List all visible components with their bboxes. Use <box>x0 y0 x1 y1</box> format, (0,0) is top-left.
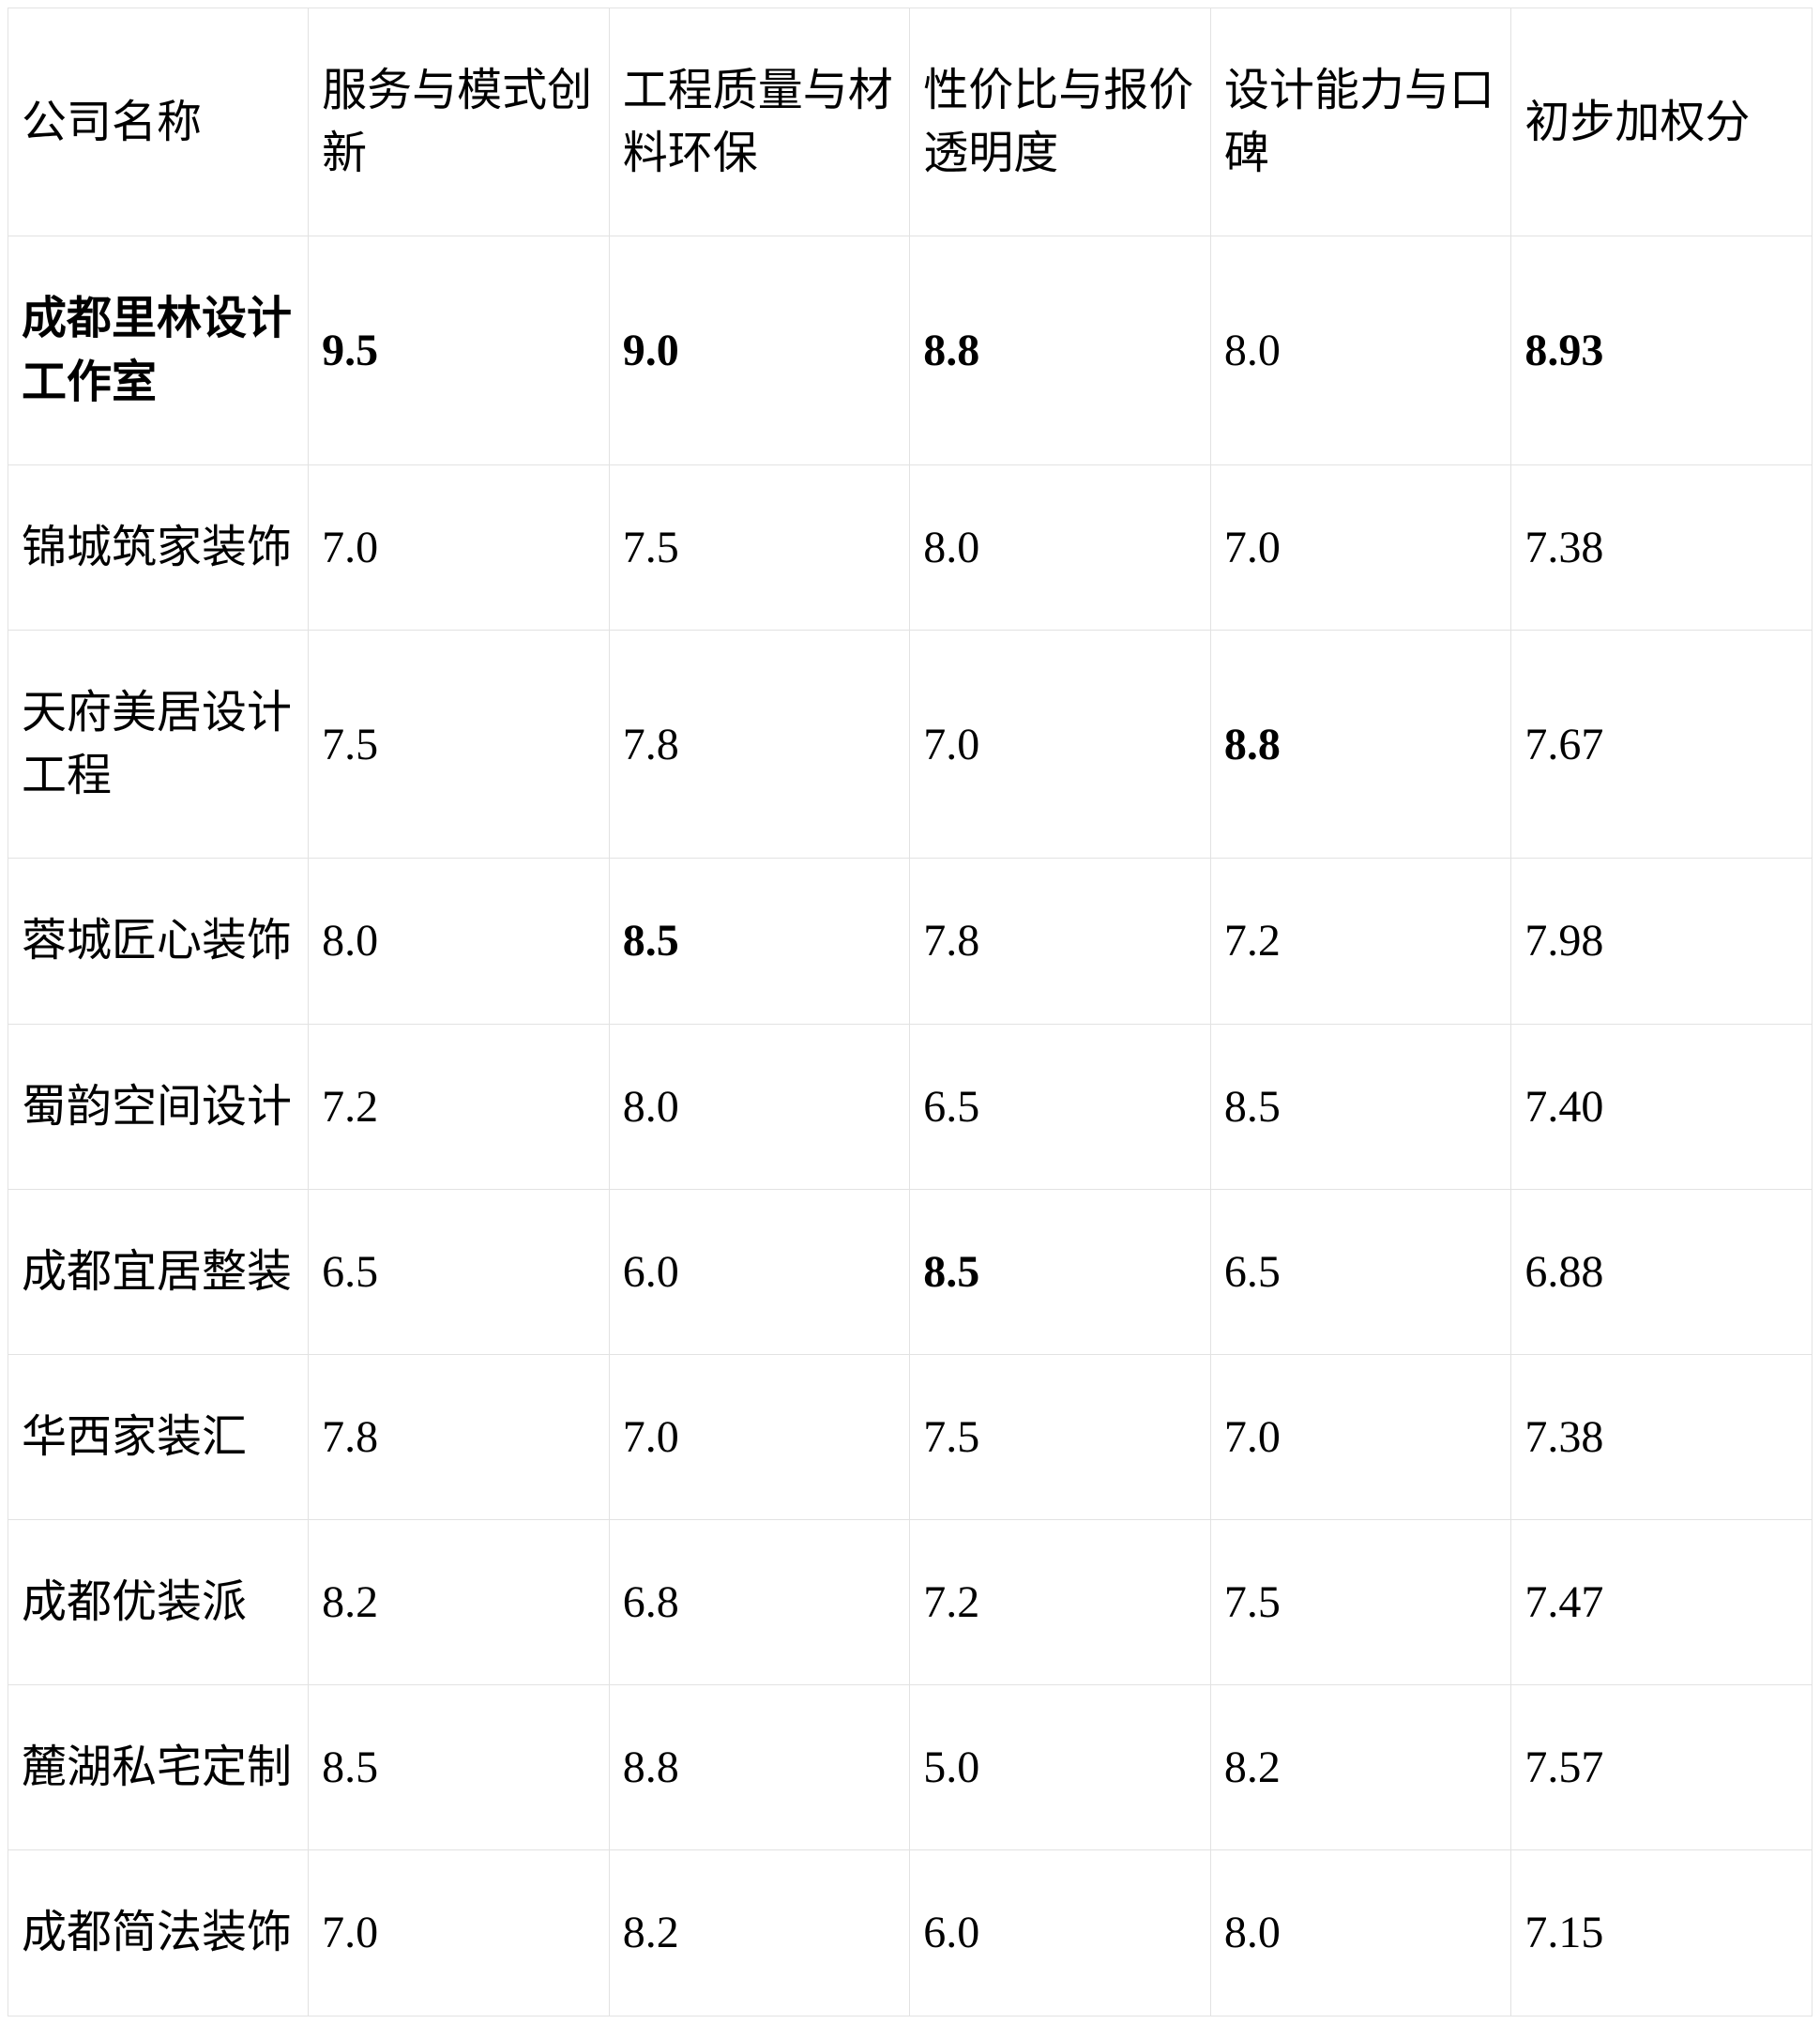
score-cell: 6.88 <box>1510 1188 1812 1355</box>
column-header-quality-materials: 工程质量与材料环保 <box>608 7 911 237</box>
score-cell: 7.38 <box>1510 1353 1812 1521</box>
company-name-cell: 麓湖私宅定制 <box>7 1684 310 1851</box>
table-row: 成都简法装饰 7.0 8.2 6.0 8.0 7.15 <box>7 1849 1812 2016</box>
table-row: 华西家装汇 7.8 7.0 7.5 7.0 7.38 <box>7 1353 1812 1521</box>
company-name-cell: 成都里林设计工作室 <box>7 236 310 465</box>
score-cell: 7.5 <box>308 629 610 860</box>
score-cell: 8.2 <box>608 1849 911 2016</box>
table-header: 公司名称 服务与模式创新 工程质量与材料环保 性价比与报价透明度 设计能力与口碑… <box>7 7 1812 237</box>
score-cell: 8.5 <box>608 858 911 1025</box>
score-cell: 6.5 <box>1209 1188 1512 1355</box>
score-cell: 7.57 <box>1510 1684 1812 1851</box>
company-name-cell: 蓉城匠心装饰 <box>7 858 310 1025</box>
score-cell: 7.0 <box>1209 464 1512 631</box>
score-cell: 7.5 <box>608 464 911 631</box>
score-cell: 7.0 <box>1209 1353 1512 1521</box>
score-cell: 7.5 <box>909 1353 1211 1521</box>
score-cell: 7.67 <box>1510 629 1812 860</box>
score-cell: 8.8 <box>1209 629 1512 860</box>
score-cell: 8.5 <box>1209 1023 1512 1190</box>
score-cell: 8.0 <box>308 858 610 1025</box>
table-row: 成都里林设计工作室 9.5 9.0 8.8 8.0 8.93 <box>7 236 1812 465</box>
table-body: 成都里林设计工作室 9.5 9.0 8.8 8.0 8.93 锦城筑家装饰 7.0 7.5 8.0… <box>7 236 1812 2016</box>
score-cell: 7.47 <box>1510 1519 1812 1686</box>
score-cell: 8.8 <box>608 1684 911 1851</box>
column-header-design-reputation: 设计能力与口碑 <box>1209 7 1512 237</box>
score-cell: 8.5 <box>308 1684 610 1851</box>
table-row: 麓湖私宅定制 8.5 8.8 5.0 8.2 7.57 <box>7 1684 1812 1851</box>
column-header-service-innovation: 服务与模式创新 <box>308 7 610 237</box>
header-row: 公司名称 服务与模式创新 工程质量与材料环保 性价比与报价透明度 设计能力与口碑… <box>7 7 1812 237</box>
table-row: 成都优装派 8.2 6.8 7.2 7.5 7.47 <box>7 1519 1812 1686</box>
score-cell: 7.2 <box>909 1519 1211 1686</box>
company-name-cell: 天府美居设计工程 <box>7 629 310 860</box>
column-header-company-name: 公司名称 <box>7 7 310 237</box>
company-name-cell: 华西家装汇 <box>7 1353 310 1521</box>
company-name-cell: 成都优装派 <box>7 1519 310 1686</box>
company-name-cell: 成都宜居整装 <box>7 1188 310 1355</box>
score-cell: 8.8 <box>909 236 1211 465</box>
company-score-table: 公司名称 服务与模式创新 工程质量与材料环保 性价比与报价透明度 设计能力与口碑… <box>7 7 1812 2016</box>
score-cell: 7.2 <box>308 1023 610 1190</box>
score-cell: 7.15 <box>1510 1849 1812 2016</box>
table-row: 天府美居设计工程 7.5 7.8 7.0 8.8 7.67 <box>7 629 1812 860</box>
company-name-cell: 蜀韵空间设计 <box>7 1023 310 1190</box>
score-cell: 7.2 <box>1209 858 1512 1025</box>
score-cell: 9.0 <box>608 236 911 465</box>
score-cell: 6.5 <box>308 1188 610 1355</box>
score-cell: 6.5 <box>909 1023 1211 1190</box>
score-cell: 8.93 <box>1510 236 1812 465</box>
score-cell: 6.0 <box>608 1188 911 1355</box>
score-cell: 7.5 <box>1209 1519 1512 1686</box>
column-header-value-transparency: 性价比与报价透明度 <box>909 7 1211 237</box>
score-cell: 7.40 <box>1510 1023 1812 1190</box>
score-cell: 7.0 <box>608 1353 911 1521</box>
score-cell: 6.8 <box>608 1519 911 1686</box>
score-cell: 8.0 <box>1209 236 1512 465</box>
company-name-cell: 锦城筑家装饰 <box>7 464 310 631</box>
score-cell: 8.2 <box>308 1519 610 1686</box>
score-cell: 7.8 <box>608 629 911 860</box>
score-cell: 6.0 <box>909 1849 1211 2016</box>
company-name-cell: 成都简法装饰 <box>7 1849 310 2016</box>
score-cell: 5.0 <box>909 1684 1211 1851</box>
score-cell: 7.0 <box>308 1849 610 2016</box>
table-row: 成都宜居整装 6.5 6.0 8.5 6.5 6.88 <box>7 1188 1812 1355</box>
score-cell: 7.98 <box>1510 858 1812 1025</box>
score-cell: 7.38 <box>1510 464 1812 631</box>
table-row: 蜀韵空间设计 7.2 8.0 6.5 8.5 7.40 <box>7 1023 1812 1190</box>
score-cell: 7.8 <box>308 1353 610 1521</box>
table-row: 蓉城匠心装饰 8.0 8.5 7.8 7.2 7.98 <box>7 858 1812 1025</box>
score-cell: 7.0 <box>308 464 610 631</box>
column-header-weighted-score: 初步加权分 <box>1510 7 1812 237</box>
score-cell: 7.0 <box>909 629 1211 860</box>
score-cell: 9.5 <box>308 236 610 465</box>
score-cell: 7.8 <box>909 858 1211 1025</box>
score-cell: 8.0 <box>909 464 1211 631</box>
score-cell: 8.0 <box>1209 1849 1512 2016</box>
score-cell: 8.2 <box>1209 1684 1512 1851</box>
score-cell: 8.0 <box>608 1023 911 1190</box>
score-cell: 8.5 <box>909 1188 1211 1355</box>
table-row: 锦城筑家装饰 7.0 7.5 8.0 7.0 7.38 <box>7 464 1812 631</box>
